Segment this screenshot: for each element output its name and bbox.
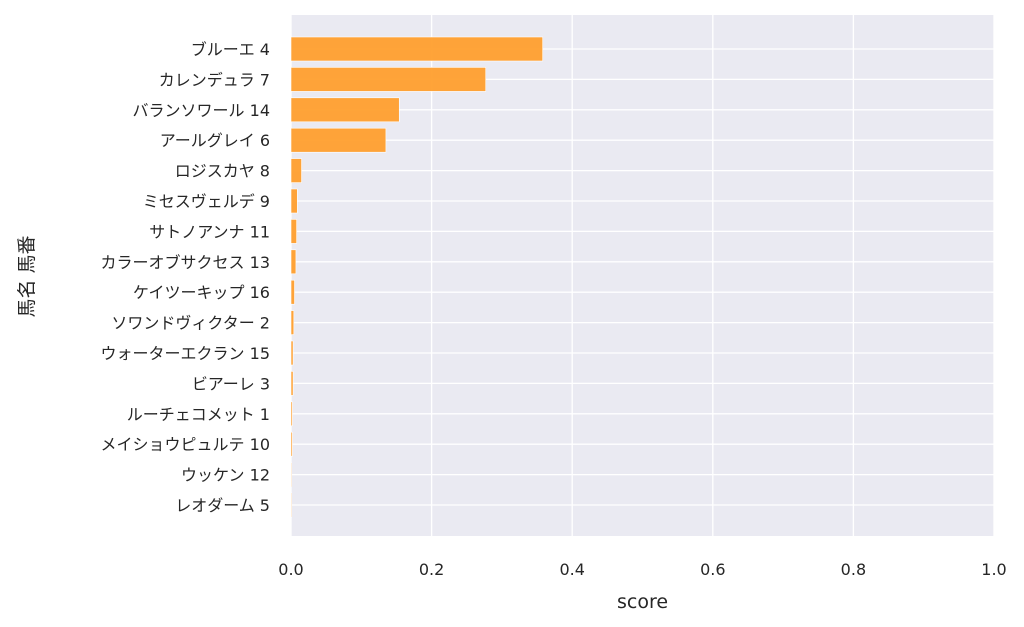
bar (290, 431, 293, 457)
x-tick-label: 0.2 (419, 560, 444, 579)
x-tick-label: 1.0 (981, 560, 1006, 579)
x-tick-label: 0.8 (841, 560, 866, 579)
x-tick-label: 0.0 (278, 560, 303, 579)
bar (290, 36, 543, 62)
y-tick-label: アールグレイ 6 (160, 131, 270, 150)
bar (290, 97, 400, 123)
y-tick-label: ウッケン 12 (181, 466, 270, 485)
y-tick-label: ソワンドヴィクター 2 (111, 314, 270, 333)
bar (290, 67, 487, 92)
bar (290, 188, 298, 214)
plot-background (291, 15, 994, 536)
y-tick-label: カラーオブサクセス 13 (101, 253, 270, 272)
gridlines (290, 15, 995, 536)
y-tick-label: ミセスヴェルデ 9 (143, 192, 270, 211)
bar (290, 279, 295, 305)
y-tick-label: カレンデュラ 7 (159, 70, 270, 89)
bar (290, 127, 387, 153)
x-axis-title: score (617, 591, 668, 613)
y-tick-label: ケイツーキップ 16 (133, 283, 270, 302)
bar (290, 401, 293, 427)
y-tick-labels: ブルーエ 4 カレンデュラ 7 バランソワール 14 アールグレイ 6 ロジスカヤ 8 ミ… (101, 40, 270, 515)
y-tick-label: ロジスカヤ 8 (175, 162, 270, 181)
y-tick-label: サトノアンナ 11 (149, 222, 270, 241)
y-axis-title: 馬名 馬番 (16, 235, 38, 317)
y-tick-label: メイショウピュルテ 10 (101, 435, 270, 454)
y-tick-label: ブルーエ 4 (191, 40, 270, 59)
y-tick-label: ビアーレ 3 (192, 374, 270, 393)
y-tick-label: ルーチェコメット 1 (127, 405, 270, 424)
bars (290, 36, 543, 518)
x-tick-label: 0.6 (700, 560, 725, 579)
bar (290, 340, 294, 366)
y-tick-label: バランソワール 14 (133, 101, 270, 120)
y-tick-label: ウォーターエクラン 15 (101, 344, 270, 363)
bar (290, 158, 302, 183)
bar (290, 492, 293, 518)
bar (290, 219, 297, 244)
x-tick-label: 0.4 (559, 560, 584, 579)
bar (290, 462, 293, 487)
bar (290, 249, 297, 275)
x-tick-labels: 0.0 0.2 0.4 0.6 0.8 1.0 (278, 560, 1006, 579)
bar (290, 310, 295, 335)
bar (290, 371, 294, 396)
y-tick-label: レオダーム 5 (175, 496, 270, 515)
